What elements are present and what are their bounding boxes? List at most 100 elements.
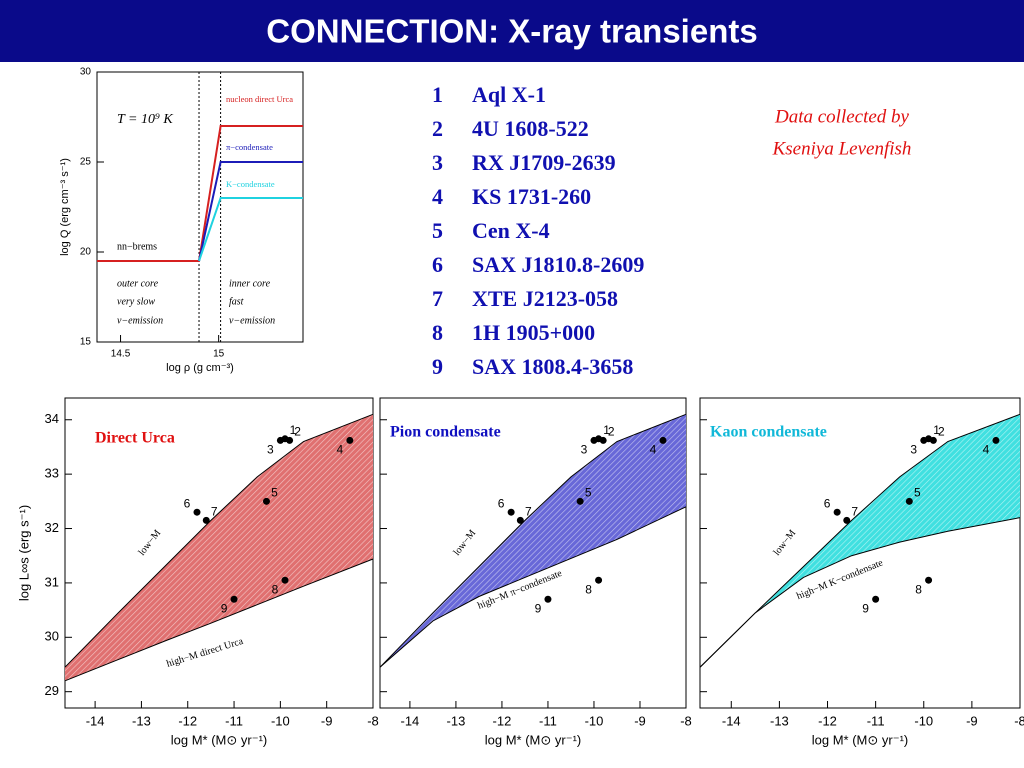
data-point: [590, 436, 598, 444]
point-label: 7: [211, 505, 218, 519]
data-point: [230, 595, 238, 603]
point-label: 5: [271, 486, 278, 500]
x-tick-label: -10: [914, 713, 933, 728]
band-area: [700, 414, 1020, 668]
plot-frame: [699, 397, 1021, 709]
series-label: π−condensate: [226, 142, 273, 152]
data-point: [833, 508, 841, 516]
band-edge: [64, 558, 374, 682]
source-number: 4: [432, 184, 443, 209]
data-point: [872, 595, 880, 603]
data-point: [544, 595, 552, 603]
data-point: [905, 497, 913, 505]
x-axis-label: log ρ (g cm⁻³): [166, 362, 234, 374]
data-point: [576, 497, 584, 505]
data-point: [202, 516, 210, 524]
point-label: 9: [221, 601, 228, 615]
data-point: [286, 436, 294, 444]
data-point: [595, 576, 603, 584]
x-axis-label: log M* (M⊙ yr⁻¹): [812, 732, 908, 747]
point-label: 2: [608, 425, 615, 439]
band-edge: [379, 413, 687, 668]
band-edge: [64, 413, 374, 668]
y-tick-label: 34: [45, 411, 59, 426]
point-label: 6: [824, 496, 831, 510]
x-tick-label: -11: [225, 713, 243, 728]
x-tick-label: -12: [818, 713, 837, 728]
x-tick-label: 15: [213, 349, 225, 360]
panel-title: Kaon condensate: [710, 424, 827, 441]
source-name: KS 1731-260: [472, 184, 591, 209]
x-tick-label: -9: [321, 713, 333, 728]
data-point: [659, 436, 667, 444]
annotation: nn−brems: [117, 241, 157, 252]
point-label: 8: [585, 582, 592, 596]
series-line: [198, 161, 303, 262]
y-tick-label: 31: [45, 574, 59, 589]
y-tick-label: 32: [45, 520, 59, 535]
chart: 14.5 15 15 20 25 30 log ρ (g cm⁻³) log Q (erg c…: [59, 67, 304, 374]
y-tick-label: 33: [45, 466, 59, 481]
annotation: very slow: [117, 296, 155, 307]
y-tick-label: 29: [45, 683, 59, 698]
x-tick-label: -10: [271, 713, 290, 728]
source-number: 7: [432, 286, 443, 311]
y-tick-label: 15: [80, 337, 92, 348]
note: Kseniya Levenfish: [772, 138, 912, 159]
y-axis-label: log Q (erg cm⁻³ s⁻¹): [59, 158, 71, 256]
series-label: nucleon direct Urca: [226, 94, 293, 104]
band-edge: [379, 506, 687, 668]
x-tick-label: -13: [770, 713, 789, 728]
source-name: SAX J1810.8-2609: [472, 252, 644, 277]
point-label: 8: [915, 582, 922, 596]
band-edge: [699, 517, 1021, 668]
data-point: [516, 516, 524, 524]
x-tick-label: 14.5: [111, 349, 131, 360]
band-area: [380, 414, 686, 668]
x-tick-label: -10: [585, 713, 604, 728]
x-tick-label: -8: [367, 713, 379, 728]
x-axis-label: log M* (M⊙ yr⁻¹): [485, 732, 581, 747]
point-label: 5: [585, 486, 592, 500]
point-label: 8: [272, 582, 279, 596]
source-name: 4U 1608-522: [472, 116, 589, 141]
chart: -14 -13 -12 -11 -10 -9 -8 log M* (M⊙ yr⁻¹) low−M…: [699, 397, 1024, 747]
x-tick-label: -12: [178, 713, 197, 728]
x-tick-label: -9: [634, 713, 646, 728]
point-label: 4: [650, 443, 657, 457]
point-label: 3: [581, 443, 588, 457]
y-tick-label: 30: [80, 67, 92, 78]
x-tick-label: -14: [86, 713, 105, 728]
annotation: ν−emission: [229, 315, 275, 326]
band-label: high−M direct Urca: [165, 636, 245, 670]
source-name: Aql X-1: [472, 82, 546, 107]
y-tick-label: 25: [80, 157, 92, 168]
x-tick-label: -13: [132, 713, 151, 728]
y-axis-label: log L∞s (erg s⁻¹): [16, 505, 31, 601]
data-point: [346, 436, 354, 444]
x-tick-label: -13: [447, 713, 466, 728]
chart: -14 -13 -12 -11 -10 -9 -8 log M* (M⊙ yr⁻¹) low−M…: [379, 397, 692, 747]
point-label: 9: [862, 601, 869, 615]
point-label: 4: [336, 443, 343, 457]
point-label: 1: [603, 423, 610, 437]
source-name: RX J1709-2639: [472, 150, 616, 175]
annotation: outer core: [117, 278, 159, 289]
source-number: 9: [432, 354, 443, 379]
point-label: 3: [910, 443, 917, 457]
source-number: 1: [432, 82, 443, 107]
x-tick-label: -9: [966, 713, 978, 728]
x-tick-label: -14: [401, 713, 420, 728]
source-name: Cen X-4: [472, 218, 550, 243]
band-label: low−M: [451, 528, 478, 558]
y-tick-label: 20: [80, 247, 92, 258]
data-point: [193, 508, 201, 516]
x-tick-label: -12: [493, 713, 512, 728]
point-label: 4: [983, 443, 990, 457]
point-label: 6: [498, 496, 505, 510]
point-label: 9: [535, 601, 542, 615]
series-label: K−condensate: [226, 179, 275, 189]
annotation: inner core: [229, 278, 271, 289]
data-point: [599, 436, 607, 444]
annotation: fast: [229, 296, 244, 307]
